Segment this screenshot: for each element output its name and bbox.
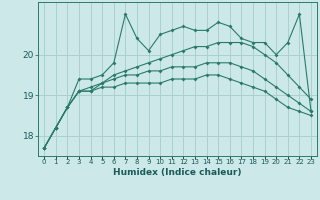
X-axis label: Humidex (Indice chaleur): Humidex (Indice chaleur) bbox=[113, 168, 242, 177]
